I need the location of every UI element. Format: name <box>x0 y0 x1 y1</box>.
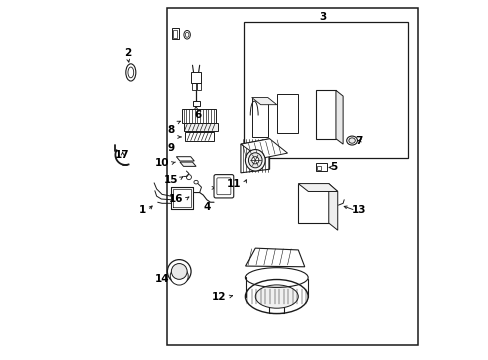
Text: 1: 1 <box>139 206 145 216</box>
Bar <box>167 8 418 345</box>
Text: 2: 2 <box>124 48 131 58</box>
Text: 14: 14 <box>154 274 169 284</box>
Text: 7: 7 <box>355 136 362 145</box>
Polygon shape <box>298 184 328 223</box>
Ellipse shape <box>255 285 298 308</box>
Circle shape <box>170 267 188 285</box>
Ellipse shape <box>346 136 357 145</box>
Text: 4: 4 <box>203 202 210 212</box>
Polygon shape <box>316 90 335 139</box>
Bar <box>190 72 201 83</box>
Polygon shape <box>241 139 269 173</box>
Ellipse shape <box>245 279 307 314</box>
Text: 17: 17 <box>115 150 130 160</box>
Circle shape <box>251 157 258 164</box>
Bar <box>172 28 178 39</box>
Polygon shape <box>245 248 304 267</box>
Bar <box>316 163 326 171</box>
Text: 13: 13 <box>351 206 366 216</box>
Polygon shape <box>328 184 337 230</box>
Polygon shape <box>241 139 287 158</box>
Text: 15: 15 <box>163 175 178 185</box>
Circle shape <box>167 260 191 283</box>
Bar <box>192 83 195 90</box>
Bar <box>192 101 199 107</box>
Text: 11: 11 <box>226 179 241 189</box>
Bar <box>244 22 407 158</box>
Polygon shape <box>298 184 337 192</box>
Bar <box>317 166 320 170</box>
Polygon shape <box>276 94 298 134</box>
Bar <box>173 30 177 38</box>
Polygon shape <box>335 90 343 144</box>
Ellipse shape <box>128 67 133 78</box>
Polygon shape <box>182 109 215 123</box>
Ellipse shape <box>348 138 355 143</box>
Polygon shape <box>251 98 267 137</box>
Polygon shape <box>185 132 214 140</box>
Polygon shape <box>251 98 276 105</box>
Bar <box>197 83 201 90</box>
Text: 8: 8 <box>167 125 174 135</box>
Polygon shape <box>180 162 196 166</box>
Text: 10: 10 <box>154 158 169 168</box>
Text: 3: 3 <box>319 12 326 22</box>
Text: 5: 5 <box>330 162 337 172</box>
Circle shape <box>171 264 187 279</box>
FancyBboxPatch shape <box>214 175 233 198</box>
Ellipse shape <box>245 149 264 171</box>
Ellipse shape <box>248 153 262 168</box>
Polygon shape <box>183 123 217 131</box>
Text: 6: 6 <box>194 111 201 121</box>
Text: 9: 9 <box>167 143 174 153</box>
Text: 16: 16 <box>169 194 183 204</box>
Polygon shape <box>176 157 194 161</box>
Text: 12: 12 <box>212 292 226 302</box>
